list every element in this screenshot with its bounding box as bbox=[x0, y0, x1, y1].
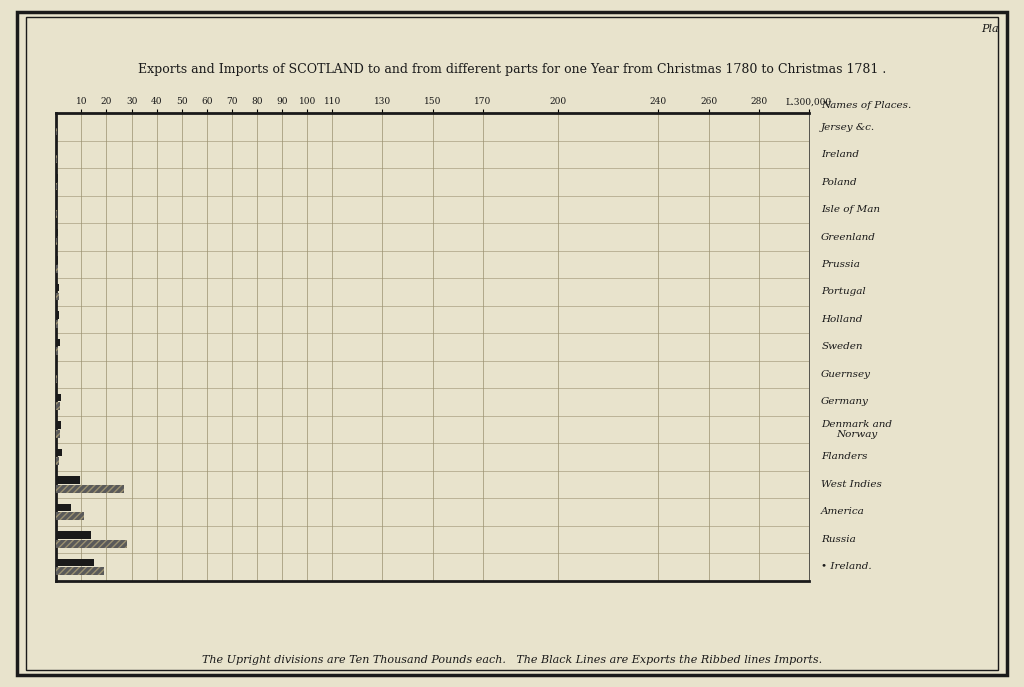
Bar bbox=[56, 311, 58, 319]
Text: Jersey &c.: Jersey &c. bbox=[821, 122, 876, 132]
Bar bbox=[56, 485, 124, 493]
Text: Exports and Imports of SCOTLAND to and from different parts for one Year from Ch: Exports and Imports of SCOTLAND to and f… bbox=[138, 63, 886, 76]
Bar bbox=[56, 394, 60, 401]
Bar bbox=[56, 339, 59, 346]
Bar bbox=[56, 513, 84, 520]
Text: Pla: Pla bbox=[981, 24, 998, 34]
Text: America: America bbox=[821, 507, 865, 517]
Bar bbox=[56, 567, 104, 575]
Bar bbox=[56, 403, 59, 410]
Text: Names of Places.: Names of Places. bbox=[821, 101, 911, 110]
Text: Prussia: Prussia bbox=[821, 260, 860, 269]
Bar bbox=[56, 174, 58, 181]
Text: The Upright divisions are Ten Thousand Pounds each.   The Black Lines are Export: The Upright divisions are Ten Thousand P… bbox=[202, 655, 822, 664]
Bar bbox=[56, 348, 58, 355]
Text: Greenland: Greenland bbox=[821, 232, 877, 242]
Bar bbox=[56, 229, 58, 236]
Bar bbox=[56, 421, 61, 429]
Bar bbox=[56, 256, 58, 264]
Bar bbox=[56, 458, 59, 465]
Bar bbox=[56, 430, 60, 438]
Bar bbox=[56, 293, 58, 300]
Bar bbox=[56, 320, 58, 328]
Text: West Indies: West Indies bbox=[821, 480, 882, 489]
Bar bbox=[56, 265, 57, 273]
Bar bbox=[56, 476, 80, 484]
Bar bbox=[56, 559, 94, 566]
Text: Sweden: Sweden bbox=[821, 342, 863, 352]
Bar bbox=[56, 531, 91, 539]
Text: Portugal: Portugal bbox=[821, 287, 866, 297]
Bar bbox=[56, 504, 72, 511]
Text: • Ireland.: • Ireland. bbox=[821, 562, 871, 572]
Text: Denmark and
Norway: Denmark and Norway bbox=[821, 420, 892, 439]
Bar bbox=[56, 284, 58, 291]
Bar bbox=[56, 540, 127, 548]
Text: Ireland: Ireland bbox=[821, 150, 859, 159]
Text: Guernsey: Guernsey bbox=[821, 370, 871, 379]
Text: Holland: Holland bbox=[821, 315, 862, 324]
Text: Flanders: Flanders bbox=[821, 452, 867, 462]
Text: Poland: Poland bbox=[821, 177, 857, 187]
Text: Isle of Man: Isle of Man bbox=[821, 205, 881, 214]
Text: Russia: Russia bbox=[821, 534, 856, 544]
Text: Germany: Germany bbox=[821, 397, 869, 407]
Bar bbox=[56, 449, 61, 456]
